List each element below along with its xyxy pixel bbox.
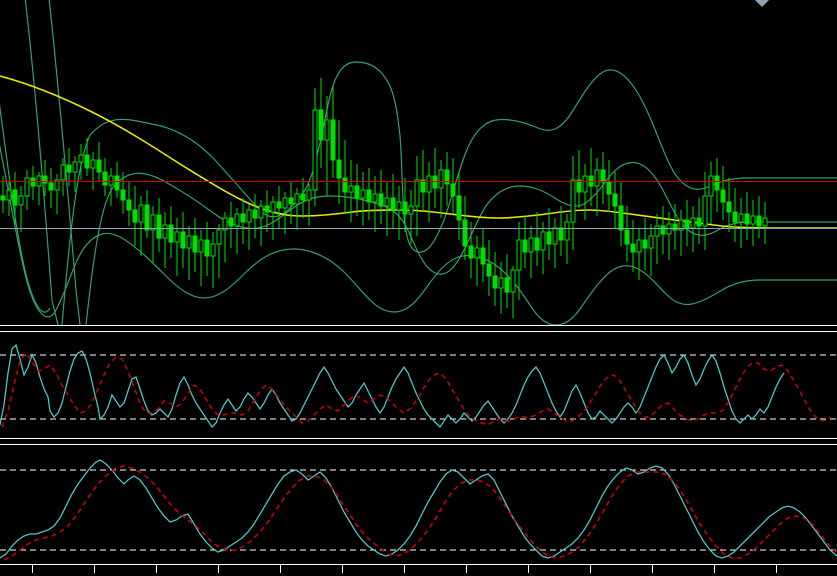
- bollinger-lower-band: [0, 144, 837, 325]
- stochastic-slow-canvas: [0, 459, 837, 561]
- stochastic-fast-canvas: [0, 343, 837, 429]
- panel-separator-bottom-1: [0, 438, 837, 439]
- x-axis-tick: [404, 565, 405, 573]
- stochastic-fast-panel[interactable]: [0, 333, 837, 437]
- stochastic-fast-d-line: [1, 351, 831, 428]
- x-axis-tick: [652, 565, 653, 573]
- gray-price-level-line: [0, 228, 837, 229]
- x-axis-tick: [590, 565, 591, 573]
- x-axis-tick: [32, 565, 33, 573]
- x-axis-tick: [94, 565, 95, 573]
- x-axis-tick: [776, 565, 777, 573]
- price-chart-canvas: [0, 0, 837, 325]
- x-axis-tick: [528, 565, 529, 573]
- panel-separator-top-1: [0, 325, 837, 326]
- red-price-level-line: [0, 181, 837, 182]
- x-axis-tick: [218, 565, 219, 573]
- stochastic-fast-k-line: [0, 343, 785, 429]
- price-chart-panel[interactable]: [0, 0, 837, 325]
- scroll-down-chevron[interactable]: [755, 0, 769, 7]
- x-axis-tick: [714, 565, 715, 573]
- bollinger-lower-band-left-extension: [0, 103, 51, 313]
- x-axis-tick: [156, 565, 157, 573]
- x-axis-tick: [342, 565, 343, 573]
- bollinger-upper-band: [24, 0, 837, 325]
- x-axis-line: [0, 564, 837, 565]
- x-axis-tick: [466, 565, 467, 573]
- stochastic-slow-panel[interactable]: [0, 446, 837, 563]
- candlestick-series: [0, 78, 768, 318]
- x-axis-tick: [280, 565, 281, 573]
- panel-separator-top-2: [0, 331, 837, 332]
- panel-separator-bottom-2: [0, 444, 837, 445]
- stochastic-slow-d-line: [3, 465, 837, 561]
- stochastic-slow-k-line: [0, 459, 837, 559]
